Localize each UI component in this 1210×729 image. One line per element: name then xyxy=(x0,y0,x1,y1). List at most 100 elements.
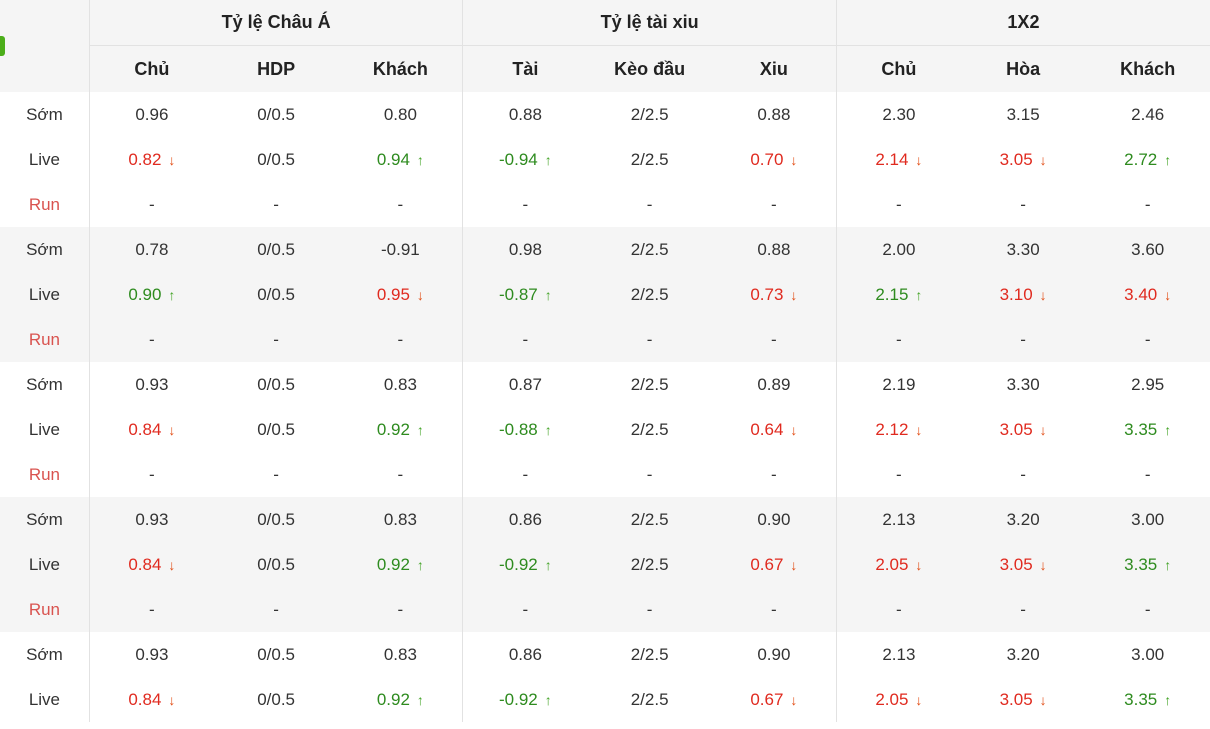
odds-cell[interactable]: 3.05 ↓ xyxy=(960,542,1086,587)
odds-cell[interactable]: -0.94 ↑ xyxy=(463,137,588,182)
odds-cell[interactable]: - xyxy=(463,452,588,497)
odds-cell[interactable]: 3.05 ↓ xyxy=(961,677,1086,722)
odds-cell[interactable]: - xyxy=(587,587,712,632)
odds-cell[interactable]: - xyxy=(214,452,339,497)
odds-cell[interactable]: 0.98 xyxy=(462,227,588,272)
odds-cell[interactable]: - xyxy=(462,587,588,632)
odds-cell[interactable]: 2.00 xyxy=(836,227,961,272)
odds-cell[interactable]: 0.92 ↑ xyxy=(338,407,464,452)
odds-cell[interactable]: 0/0.5 xyxy=(214,632,339,677)
odds-cell[interactable]: 0/0.5 xyxy=(213,542,339,587)
odds-cell[interactable]: 0.90 xyxy=(711,632,837,677)
odds-cell[interactable]: 0.95 ↓ xyxy=(338,272,464,317)
odds-cell[interactable]: 0.80 xyxy=(338,92,464,137)
odds-cell[interactable]: 0/0.5 xyxy=(214,362,339,407)
odds-cell[interactable]: 0.88 xyxy=(463,92,588,137)
odds-cell[interactable]: 3.05 ↓ xyxy=(961,407,1086,452)
odds-cell[interactable]: 2/2.5 xyxy=(587,272,712,317)
odds-cell[interactable]: 0.93 xyxy=(89,362,214,407)
odds-cell[interactable]: 2.05 ↓ xyxy=(836,542,961,587)
odds-cell[interactable]: 2/2.5 xyxy=(587,137,712,182)
odds-cell[interactable]: 0/0.5 xyxy=(213,272,339,317)
odds-cell[interactable]: - xyxy=(89,317,214,362)
odds-cell[interactable]: - xyxy=(462,317,588,362)
odds-cell[interactable]: 3.60 xyxy=(1085,227,1210,272)
odds-cell[interactable]: 0.88 xyxy=(711,92,837,137)
odds-cell[interactable]: - xyxy=(836,587,961,632)
odds-cell[interactable]: -0.91 xyxy=(338,227,464,272)
odds-cell[interactable]: 0.84 ↓ xyxy=(89,677,214,722)
odds-cell[interactable]: 2.12 ↓ xyxy=(836,407,961,452)
odds-cell[interactable]: 0.84 ↓ xyxy=(89,407,214,452)
odds-cell[interactable]: - xyxy=(711,317,837,362)
odds-cell[interactable]: - xyxy=(1085,317,1210,362)
odds-cell[interactable]: 2/2.5 xyxy=(587,542,712,587)
odds-cell[interactable]: - xyxy=(836,182,961,227)
odds-cell[interactable]: - xyxy=(587,182,712,227)
odds-cell[interactable]: - xyxy=(961,452,1086,497)
odds-cell[interactable]: 2.95 xyxy=(1085,362,1210,407)
odds-cell[interactable]: 2.13 xyxy=(836,497,961,542)
active-tab-marker[interactable] xyxy=(0,36,5,56)
odds-cell[interactable]: - xyxy=(213,317,339,362)
odds-cell[interactable]: 0.83 xyxy=(338,362,464,407)
odds-cell[interactable]: 0.96 xyxy=(89,92,214,137)
odds-cell[interactable]: 0/0.5 xyxy=(214,407,339,452)
odds-cell[interactable]: - xyxy=(214,182,339,227)
odds-cell[interactable]: 0.93 xyxy=(89,497,214,542)
odds-cell[interactable]: 3.20 xyxy=(960,497,1086,542)
odds-cell[interactable]: - xyxy=(587,452,712,497)
odds-cell[interactable]: 2/2.5 xyxy=(587,632,712,677)
odds-cell[interactable]: 2/2.5 xyxy=(587,677,712,722)
odds-cell[interactable]: 0.90 ↑ xyxy=(89,272,214,317)
odds-cell[interactable]: 3.40 ↓ xyxy=(1085,272,1210,317)
odds-cell[interactable]: 0.90 xyxy=(711,497,837,542)
odds-cell[interactable]: 3.15 xyxy=(961,92,1086,137)
odds-cell[interactable]: 0.78 xyxy=(89,227,214,272)
odds-cell[interactable]: - xyxy=(338,587,464,632)
odds-cell[interactable]: -0.92 ↑ xyxy=(463,677,588,722)
odds-cell[interactable]: 0.67 ↓ xyxy=(711,542,837,587)
odds-cell[interactable]: 3.00 xyxy=(1085,497,1210,542)
odds-cell[interactable]: - xyxy=(1085,587,1210,632)
odds-cell[interactable]: - xyxy=(836,317,961,362)
odds-cell[interactable]: 2.30 xyxy=(836,92,961,137)
odds-cell[interactable]: 0.86 xyxy=(462,497,588,542)
odds-cell[interactable]: 0.83 xyxy=(338,497,464,542)
odds-cell[interactable]: 3.35 ↑ xyxy=(1085,407,1210,452)
odds-cell[interactable]: 0.87 xyxy=(463,362,588,407)
odds-cell[interactable]: 3.35 ↑ xyxy=(1085,542,1210,587)
odds-cell[interactable]: 3.30 xyxy=(961,362,1086,407)
odds-cell[interactable]: - xyxy=(711,587,837,632)
odds-cell[interactable]: 0.89 xyxy=(711,362,837,407)
odds-cell[interactable]: 2.13 xyxy=(836,632,961,677)
odds-cell[interactable]: 0.82 ↓ xyxy=(89,137,214,182)
odds-cell[interactable]: -0.88 ↑ xyxy=(463,407,588,452)
odds-cell[interactable]: 3.20 xyxy=(961,632,1086,677)
odds-cell[interactable]: - xyxy=(961,182,1086,227)
odds-cell[interactable]: - xyxy=(711,182,837,227)
odds-cell[interactable]: 0/0.5 xyxy=(213,227,339,272)
odds-cell[interactable]: 2/2.5 xyxy=(587,407,712,452)
odds-cell[interactable]: - xyxy=(960,587,1086,632)
odds-cell[interactable]: 2.05 ↓ xyxy=(836,677,961,722)
odds-cell[interactable]: 0/0.5 xyxy=(213,497,339,542)
odds-cell[interactable]: - xyxy=(338,452,464,497)
odds-cell[interactable]: - xyxy=(89,452,214,497)
odds-cell[interactable]: 0.94 ↑ xyxy=(338,137,464,182)
odds-cell[interactable]: 2.14 ↓ xyxy=(836,137,961,182)
odds-cell[interactable]: 2.46 xyxy=(1085,92,1210,137)
odds-cell[interactable]: 0.92 ↑ xyxy=(338,542,464,587)
odds-cell[interactable]: 3.30 xyxy=(960,227,1086,272)
odds-cell[interactable]: 0.70 ↓ xyxy=(711,137,837,182)
odds-cell[interactable]: - xyxy=(1085,182,1210,227)
odds-cell[interactable]: 0.83 xyxy=(338,632,464,677)
odds-cell[interactable]: - xyxy=(89,587,214,632)
odds-cell[interactable]: 2/2.5 xyxy=(587,497,712,542)
odds-cell[interactable]: 0/0.5 xyxy=(214,677,339,722)
odds-cell[interactable]: 0.84 ↓ xyxy=(89,542,214,587)
odds-cell[interactable]: - xyxy=(960,317,1086,362)
odds-cell[interactable]: 2.19 xyxy=(836,362,961,407)
odds-cell[interactable]: 2/2.5 xyxy=(587,362,712,407)
odds-cell[interactable]: 0.92 ↑ xyxy=(338,677,464,722)
